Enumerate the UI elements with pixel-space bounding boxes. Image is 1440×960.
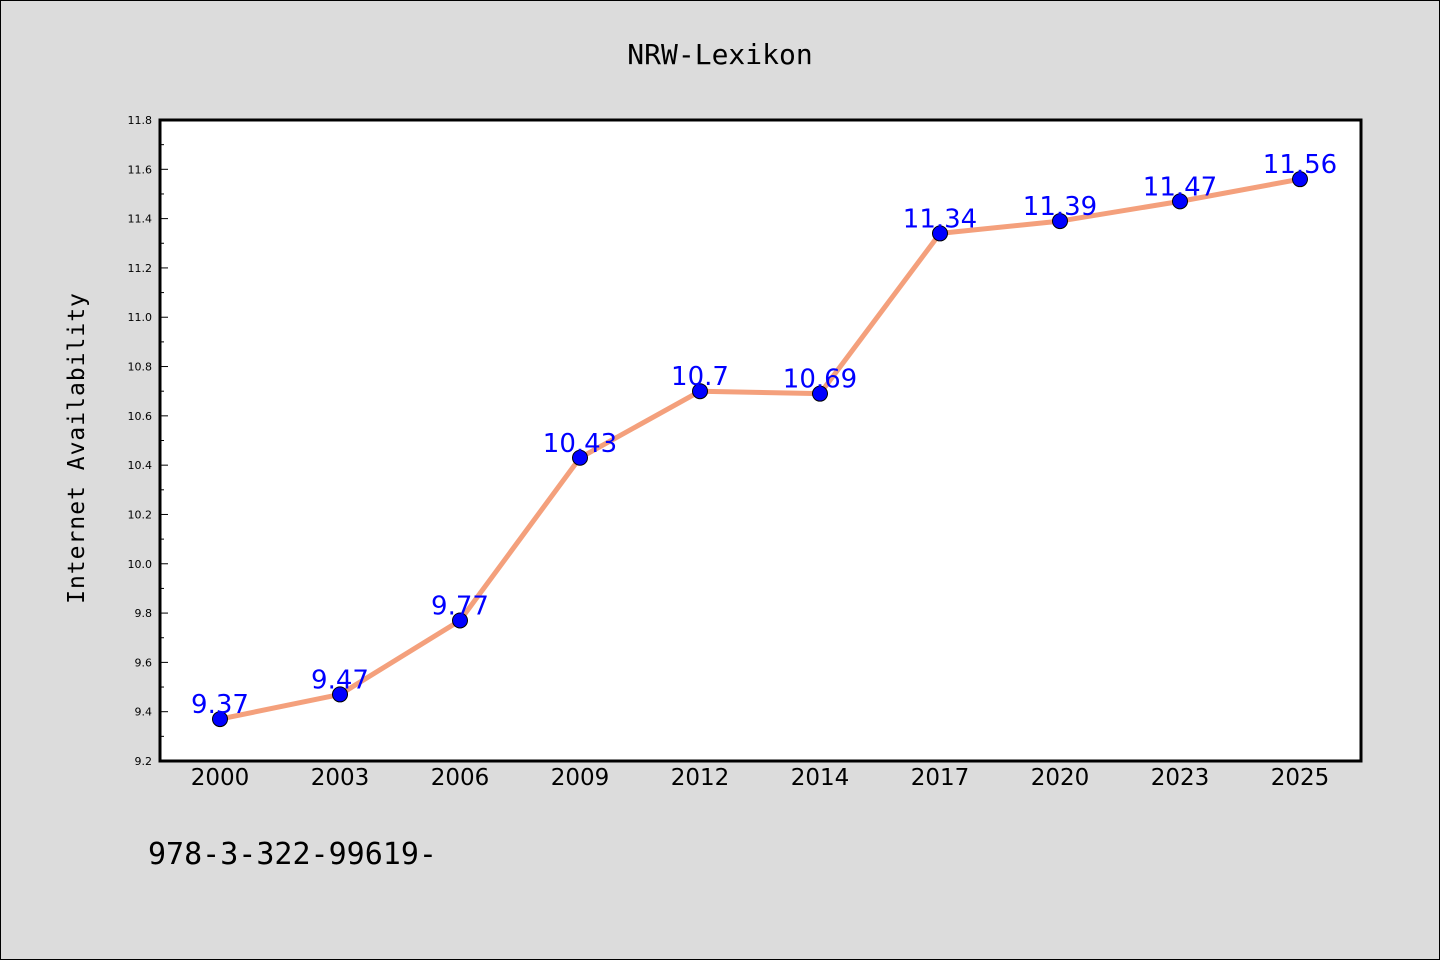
chart-title: NRW-Lexikon bbox=[627, 38, 812, 71]
footer-text: 978-3-322-99619- bbox=[148, 837, 437, 872]
data-point bbox=[932, 225, 948, 242]
data-label: 9.77 bbox=[431, 591, 489, 621]
y-tick-label: 10.4 bbox=[128, 459, 153, 472]
data-label: 11.47 bbox=[1143, 172, 1217, 202]
y-tick-label: 11.6 bbox=[128, 163, 153, 176]
plot-area bbox=[158, 118, 1363, 763]
data-label: 10.43 bbox=[543, 429, 617, 459]
x-tick-label: 2023 bbox=[1151, 765, 1210, 791]
y-tick-label: 11.0 bbox=[128, 311, 153, 324]
x-tick-label: 2025 bbox=[1271, 765, 1330, 791]
x-tick-label: 2006 bbox=[431, 765, 490, 791]
data-point bbox=[452, 612, 468, 629]
y-axis: 9.2 9.4 9.6 9.8 10.0 10.2 10.4 10.6 10.8 11.0 11.2… bbox=[128, 114, 168, 768]
y-tick-label: 9.8 bbox=[135, 607, 153, 620]
data-point bbox=[692, 383, 708, 400]
y-tick-label: 10.0 bbox=[128, 558, 153, 571]
data-point bbox=[572, 449, 588, 466]
data-label: 11.56 bbox=[1263, 150, 1337, 180]
data-point bbox=[212, 711, 228, 728]
data-label: 11.34 bbox=[903, 204, 977, 234]
y-tick-label: 10.6 bbox=[128, 410, 153, 423]
data-label: 10.7 bbox=[671, 362, 729, 392]
data-point bbox=[812, 385, 828, 402]
y-tick-label: 10.2 bbox=[128, 508, 153, 521]
series-group: 9.37 9.47 9.77 10.43 10.7 10.69 11.34 11.39 11.4… bbox=[191, 150, 1337, 728]
x-tick-label: 2017 bbox=[911, 765, 970, 791]
y-tick-label: 11.4 bbox=[128, 213, 153, 226]
data-label: 10.69 bbox=[783, 365, 857, 395]
y-tick-label: 11.2 bbox=[128, 262, 153, 275]
data-point bbox=[1172, 193, 1188, 210]
y-tick-label: 10.8 bbox=[128, 361, 153, 374]
y-axis-label: Internet Availability bbox=[64, 292, 90, 604]
y-tick-label: 11.8 bbox=[128, 114, 153, 127]
x-tick-label: 2003 bbox=[311, 765, 370, 791]
x-axis: 2000 2003 2006 2009 2012 2014 2017 2020 2023 2025 bbox=[191, 765, 1330, 791]
y-tick-label: 9.4 bbox=[135, 706, 153, 719]
data-label: 9.37 bbox=[191, 690, 249, 720]
y-tick-label: 9.2 bbox=[135, 755, 153, 768]
x-tick-label: 2009 bbox=[551, 765, 610, 791]
data-label: 9.47 bbox=[311, 665, 369, 695]
x-tick-label: 2020 bbox=[1031, 765, 1090, 791]
data-point bbox=[332, 686, 348, 703]
x-tick-label: 2012 bbox=[671, 765, 730, 791]
x-tick-label: 2014 bbox=[791, 765, 850, 791]
series-line bbox=[217, 176, 1303, 722]
x-tick-label: 2000 bbox=[191, 765, 250, 791]
data-point bbox=[1052, 213, 1068, 230]
data-label: 11.39 bbox=[1023, 192, 1097, 222]
y-tick-label: 9.6 bbox=[135, 656, 153, 669]
data-point bbox=[1292, 171, 1308, 188]
